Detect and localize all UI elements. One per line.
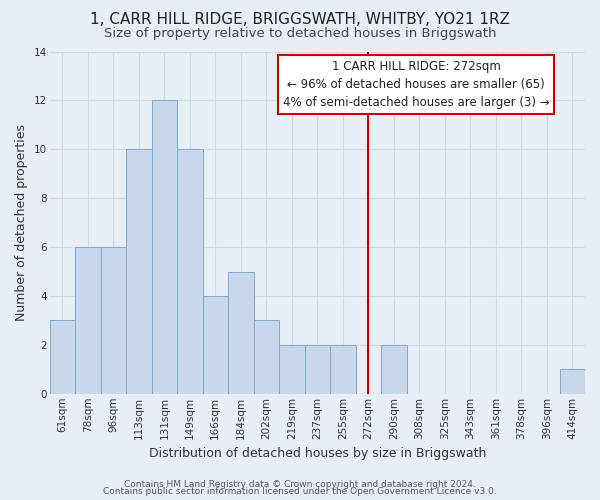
Bar <box>279 345 305 394</box>
Text: 1 CARR HILL RIDGE: 272sqm
← 96% of detached houses are smaller (65)
4% of semi-d: 1 CARR HILL RIDGE: 272sqm ← 96% of detac… <box>283 60 550 109</box>
Bar <box>381 345 407 394</box>
Bar <box>75 247 101 394</box>
Y-axis label: Number of detached properties: Number of detached properties <box>15 124 28 321</box>
Text: Contains public sector information licensed under the Open Government Licence v3: Contains public sector information licen… <box>103 487 497 496</box>
Text: Contains HM Land Registry data © Crown copyright and database right 2024.: Contains HM Land Registry data © Crown c… <box>124 480 476 489</box>
Bar <box>254 320 279 394</box>
Bar <box>305 345 330 394</box>
Text: 1, CARR HILL RIDGE, BRIGGSWATH, WHITBY, YO21 1RZ: 1, CARR HILL RIDGE, BRIGGSWATH, WHITBY, … <box>90 12 510 28</box>
Bar <box>177 150 203 394</box>
Text: Size of property relative to detached houses in Briggswath: Size of property relative to detached ho… <box>104 28 496 40</box>
Bar <box>126 150 152 394</box>
Bar <box>330 345 356 394</box>
Bar <box>101 247 126 394</box>
Bar <box>560 370 585 394</box>
Bar <box>50 320 75 394</box>
X-axis label: Distribution of detached houses by size in Briggswath: Distribution of detached houses by size … <box>149 447 486 460</box>
Bar <box>203 296 228 394</box>
Bar <box>152 100 177 394</box>
Bar <box>228 272 254 394</box>
